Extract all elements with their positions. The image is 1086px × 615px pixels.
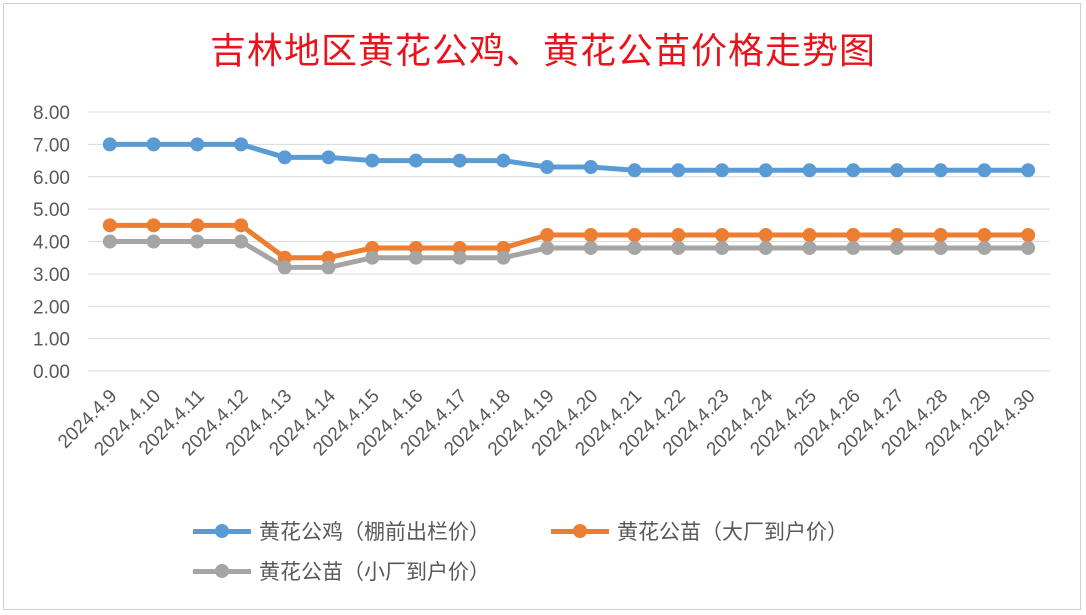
legend-swatch	[193, 521, 251, 541]
data-point	[365, 153, 380, 168]
data-point	[889, 163, 904, 178]
y-axis-ticks: 0.00 1.00 2.00 3.00 4.00 5.00 6.00 7.00 8.00	[33, 103, 70, 383]
data-point	[583, 240, 598, 255]
data-point	[802, 163, 817, 178]
series-3	[102, 234, 1036, 275]
data-point	[671, 228, 686, 243]
data-point	[889, 240, 904, 255]
series-1	[102, 137, 1036, 178]
data-point	[715, 228, 730, 243]
data-point	[933, 228, 948, 243]
data-point	[146, 137, 161, 152]
y-tick-label: 4.00	[33, 233, 70, 254]
y-tick-label: 5.00	[33, 200, 70, 221]
data-point	[540, 160, 555, 175]
data-point	[846, 240, 861, 255]
data-point	[496, 240, 511, 255]
data-point	[408, 240, 423, 255]
data-point	[190, 218, 205, 233]
data-point	[758, 240, 773, 255]
gridlines	[88, 111, 1050, 372]
data-point	[758, 163, 773, 178]
series-line	[107, 141, 1031, 173]
data-point	[802, 228, 817, 243]
data-point	[321, 150, 336, 165]
legend-marker	[215, 564, 229, 578]
legend-label: 黄花公鸡（棚前出栏价）	[259, 520, 490, 544]
data-point	[408, 153, 423, 168]
data-point	[715, 240, 730, 255]
y-tick-label: 3.00	[33, 265, 70, 286]
series-line	[107, 239, 1031, 270]
chart-title: 吉林地区黄花公鸡、黄花公苗价格走势图	[209, 31, 876, 72]
data-point	[1021, 240, 1036, 255]
legend-item-series-2: 黄花公苗（大厂到户价）	[551, 516, 848, 546]
data-point	[102, 137, 117, 152]
data-point	[889, 228, 904, 243]
data-point	[365, 240, 380, 255]
legend-marker	[215, 524, 229, 538]
legend-item-series-3: 黄花公苗（小厂到户价）	[193, 556, 490, 586]
data-point	[715, 163, 730, 178]
data-point	[671, 163, 686, 178]
data-point	[452, 240, 467, 255]
data-point	[583, 228, 598, 243]
legend-label: 黄花公苗（大厂到户价）	[617, 520, 848, 544]
legend-item-series-1: 黄花公鸡（棚前出栏价）	[193, 516, 490, 546]
data-point	[102, 234, 117, 249]
data-point	[146, 234, 161, 249]
y-tick-label: 7.00	[33, 135, 70, 156]
data-point	[627, 240, 642, 255]
legend-label: 黄花公苗（小厂到户价）	[259, 560, 490, 584]
data-point	[977, 163, 992, 178]
data-point	[671, 240, 686, 255]
data-point	[977, 228, 992, 243]
data-point	[452, 153, 467, 168]
y-tick-label: 2.00	[33, 297, 70, 318]
legend-swatch	[551, 521, 609, 541]
series-line	[107, 222, 1031, 261]
data-point	[321, 250, 336, 265]
data-point	[234, 234, 249, 249]
data-point	[758, 228, 773, 243]
data-point	[540, 240, 555, 255]
y-tick-label: 0.00	[33, 362, 70, 383]
series-2	[102, 218, 1036, 265]
data-point	[321, 260, 336, 275]
data-point	[146, 218, 161, 233]
data-point	[190, 234, 205, 249]
legend-swatch	[193, 561, 251, 581]
data-point	[277, 260, 292, 275]
data-point	[234, 137, 249, 152]
data-point	[277, 250, 292, 265]
data-point	[802, 240, 817, 255]
series-group	[102, 137, 1036, 275]
data-point	[846, 163, 861, 178]
data-point	[627, 163, 642, 178]
data-point	[496, 250, 511, 265]
data-point	[627, 228, 642, 243]
data-point	[408, 250, 423, 265]
data-point	[277, 150, 292, 165]
data-point	[1021, 163, 1036, 178]
data-point	[846, 228, 861, 243]
y-tick-label: 1.00	[33, 330, 70, 351]
data-point	[540, 228, 555, 243]
y-tick-label: 6.00	[33, 168, 70, 189]
data-point	[496, 153, 511, 168]
data-point	[977, 240, 992, 255]
data-point	[1021, 228, 1036, 243]
data-point	[583, 160, 598, 175]
data-point	[933, 240, 948, 255]
x-axis-ticks: 2024.4.92024.4.102024.4.112024.4.122024.…	[54, 385, 1039, 460]
y-tick-label: 8.00	[33, 103, 70, 124]
data-point	[102, 218, 117, 233]
data-point	[234, 218, 249, 233]
data-point	[933, 163, 948, 178]
legend-marker	[573, 524, 587, 538]
data-point	[190, 137, 205, 152]
data-point	[452, 250, 467, 265]
data-point	[365, 250, 380, 265]
